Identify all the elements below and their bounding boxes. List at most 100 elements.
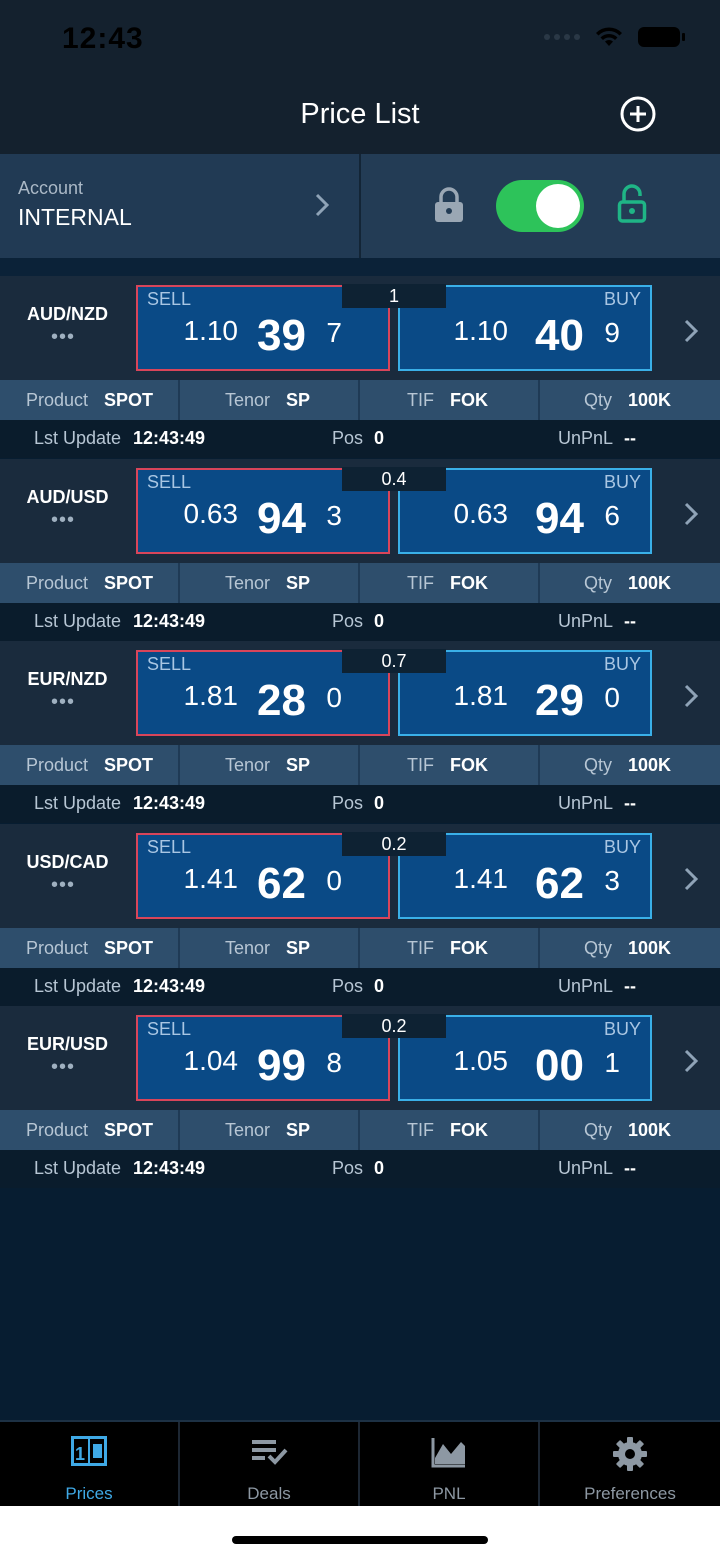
currency-pair: EUR/NZD (27, 669, 108, 689)
price-card-header[interactable]: AUD/NZD ••• SELL 1.10 39 7 BUY 1.10 40 9… (0, 276, 720, 380)
chevron-right-icon[interactable] (683, 318, 699, 344)
tenor-cell[interactable]: Tenor SP (180, 745, 360, 785)
tif-value: FOK (450, 938, 488, 958)
qty-cell[interactable]: Qty 100K (540, 745, 720, 785)
tif-cell[interactable]: TIF FOK (360, 563, 540, 603)
last-update-label: Lst Update (34, 428, 122, 448)
sell-price-button[interactable]: SELL 1.04 99 8 (136, 1015, 390, 1101)
account-value: INTERNAL (18, 204, 132, 230)
position-row: Lst Update 12:43:49 Pos 0 UnPnL -- (0, 968, 720, 1006)
currency-pair: AUD/USD (26, 487, 109, 507)
product-cell[interactable]: Product SPOT (0, 1110, 180, 1150)
product-cell[interactable]: Product SPOT (0, 563, 180, 603)
sell-price-pips: 99 (257, 1041, 306, 1090)
chevron-right-icon[interactable] (683, 683, 699, 709)
tif-value: FOK (450, 390, 488, 410)
nav-bar: Price List (0, 78, 720, 154)
unrealized-pnl-label: UnPnL (558, 793, 614, 813)
price-card-header[interactable]: AUD/USD ••• SELL 0.63 94 3 BUY 0.63 94 6… (0, 459, 720, 563)
sell-price-big-figure: 1.10 (183, 315, 239, 346)
sell-price-fraction: 3 (326, 500, 342, 531)
position-value: 0 (374, 611, 385, 631)
unrealized-pnl-value: -- (624, 793, 636, 813)
unlock-icon[interactable] (617, 184, 647, 224)
buy-price-fraction: 0 (604, 682, 620, 713)
lock-icon[interactable] (433, 186, 465, 224)
tab-label-deals: Deals (247, 1484, 291, 1503)
product-cell[interactable]: Product SPOT (0, 928, 180, 968)
price-card-header[interactable]: EUR/USD ••• SELL 1.04 99 8 BUY 1.05 00 1… (0, 1006, 720, 1110)
product-value: SPOT (104, 573, 154, 593)
lock-toggle[interactable] (496, 180, 584, 232)
tab-bar: 1 Prices Deals PNL (0, 1420, 720, 1506)
qty-cell[interactable]: Qty 100K (540, 1110, 720, 1150)
qty-cell[interactable]: Qty 100K (540, 928, 720, 968)
tenor-cell[interactable]: Tenor SP (180, 1110, 360, 1150)
qty-cell[interactable]: Qty 100K (540, 380, 720, 420)
position-row: Lst Update 12:43:49 Pos 0 UnPnL -- (0, 420, 720, 458)
tenor-cell[interactable]: Tenor SP (180, 380, 360, 420)
product-cell[interactable]: Product SPOT (0, 380, 180, 420)
chevron-right-icon[interactable] (683, 501, 699, 527)
tif-cell[interactable]: TIF FOK (360, 928, 540, 968)
tif-cell[interactable]: TIF FOK (360, 745, 540, 785)
position-label: Pos (332, 611, 364, 631)
spread-value: 0.2 (342, 832, 446, 856)
chevron-right-icon[interactable] (683, 866, 699, 892)
sell-price-big-figure: 1.04 (183, 1045, 239, 1076)
tif-value: FOK (450, 755, 488, 775)
qty-label: Qty (583, 390, 612, 410)
qty-value: 100K (628, 573, 672, 593)
buy-price-big-figure: 1.10 (453, 315, 509, 346)
product-value: SPOT (104, 1120, 154, 1140)
product-label: Product (25, 1120, 88, 1140)
account-selector[interactable]: Account INTERNAL (0, 154, 359, 258)
product-cell[interactable]: Product SPOT (0, 745, 180, 785)
sell-price-button[interactable]: SELL 1.81 28 0 (136, 650, 390, 736)
tab-pnl[interactable]: PNL (360, 1422, 540, 1506)
chevron-right-icon[interactable] (683, 1048, 699, 1074)
product-value: SPOT (104, 390, 154, 410)
tenor-cell[interactable]: Tenor SP (180, 563, 360, 603)
tab-prices[interactable]: 1 Prices (0, 1422, 180, 1506)
tab-preferences[interactable]: Preferences (540, 1422, 720, 1506)
unrealized-pnl-value: -- (624, 1158, 636, 1178)
more-options-icon[interactable]: ••• (50, 1056, 75, 1078)
sell-label: SELL (147, 1019, 192, 1039)
qty-label: Qty (583, 938, 612, 958)
qty-cell[interactable]: Qty 100K (540, 563, 720, 603)
position-label: Pos (332, 1158, 364, 1178)
list-top-spacer (0, 258, 720, 276)
more-options-icon[interactable]: ••• (50, 874, 75, 896)
currency-pair: USD/CAD (26, 852, 109, 872)
more-options-icon[interactable]: ••• (50, 326, 75, 348)
sell-price-fraction: 0 (326, 682, 342, 713)
unrealized-pnl-value: -- (624, 428, 636, 448)
sell-label: SELL (147, 837, 192, 857)
buy-label: BUY (603, 654, 641, 674)
sell-price-big-figure: 1.41 (183, 863, 239, 894)
buy-price-fraction: 6 (604, 500, 620, 531)
price-card-header[interactable]: USD/CAD ••• SELL 1.41 62 0 BUY 1.41 62 3… (0, 824, 720, 928)
add-icon[interactable] (620, 96, 656, 132)
more-options-icon[interactable]: ••• (50, 509, 75, 531)
gear-icon (613, 1437, 647, 1471)
price-card-header[interactable]: EUR/NZD ••• SELL 1.81 28 0 BUY 1.81 29 0… (0, 641, 720, 745)
tif-cell[interactable]: TIF FOK (360, 380, 540, 420)
position-row: Lst Update 12:43:49 Pos 0 UnPnL -- (0, 1150, 720, 1188)
tenor-cell[interactable]: Tenor SP (180, 928, 360, 968)
trade-details-row: Product SPOT Tenor SP TIF FOK Qty 100K (0, 563, 720, 603)
account-label: Account (18, 178, 84, 198)
sell-price-big-figure: 0.63 (183, 498, 239, 529)
tif-cell[interactable]: TIF FOK (360, 1110, 540, 1150)
spread-value: 0.4 (342, 467, 446, 491)
last-update-label: Lst Update (34, 793, 122, 813)
tif-label: TIF (407, 1120, 434, 1140)
more-options-icon[interactable]: ••• (50, 691, 75, 713)
tab-deals[interactable]: Deals (180, 1422, 360, 1506)
buy-price-fraction: 9 (604, 317, 620, 348)
pnl-icon (431, 1438, 465, 1468)
wifi-icon (596, 27, 622, 46)
home-indicator-area (0, 1506, 720, 1558)
product-label: Product (25, 938, 88, 958)
